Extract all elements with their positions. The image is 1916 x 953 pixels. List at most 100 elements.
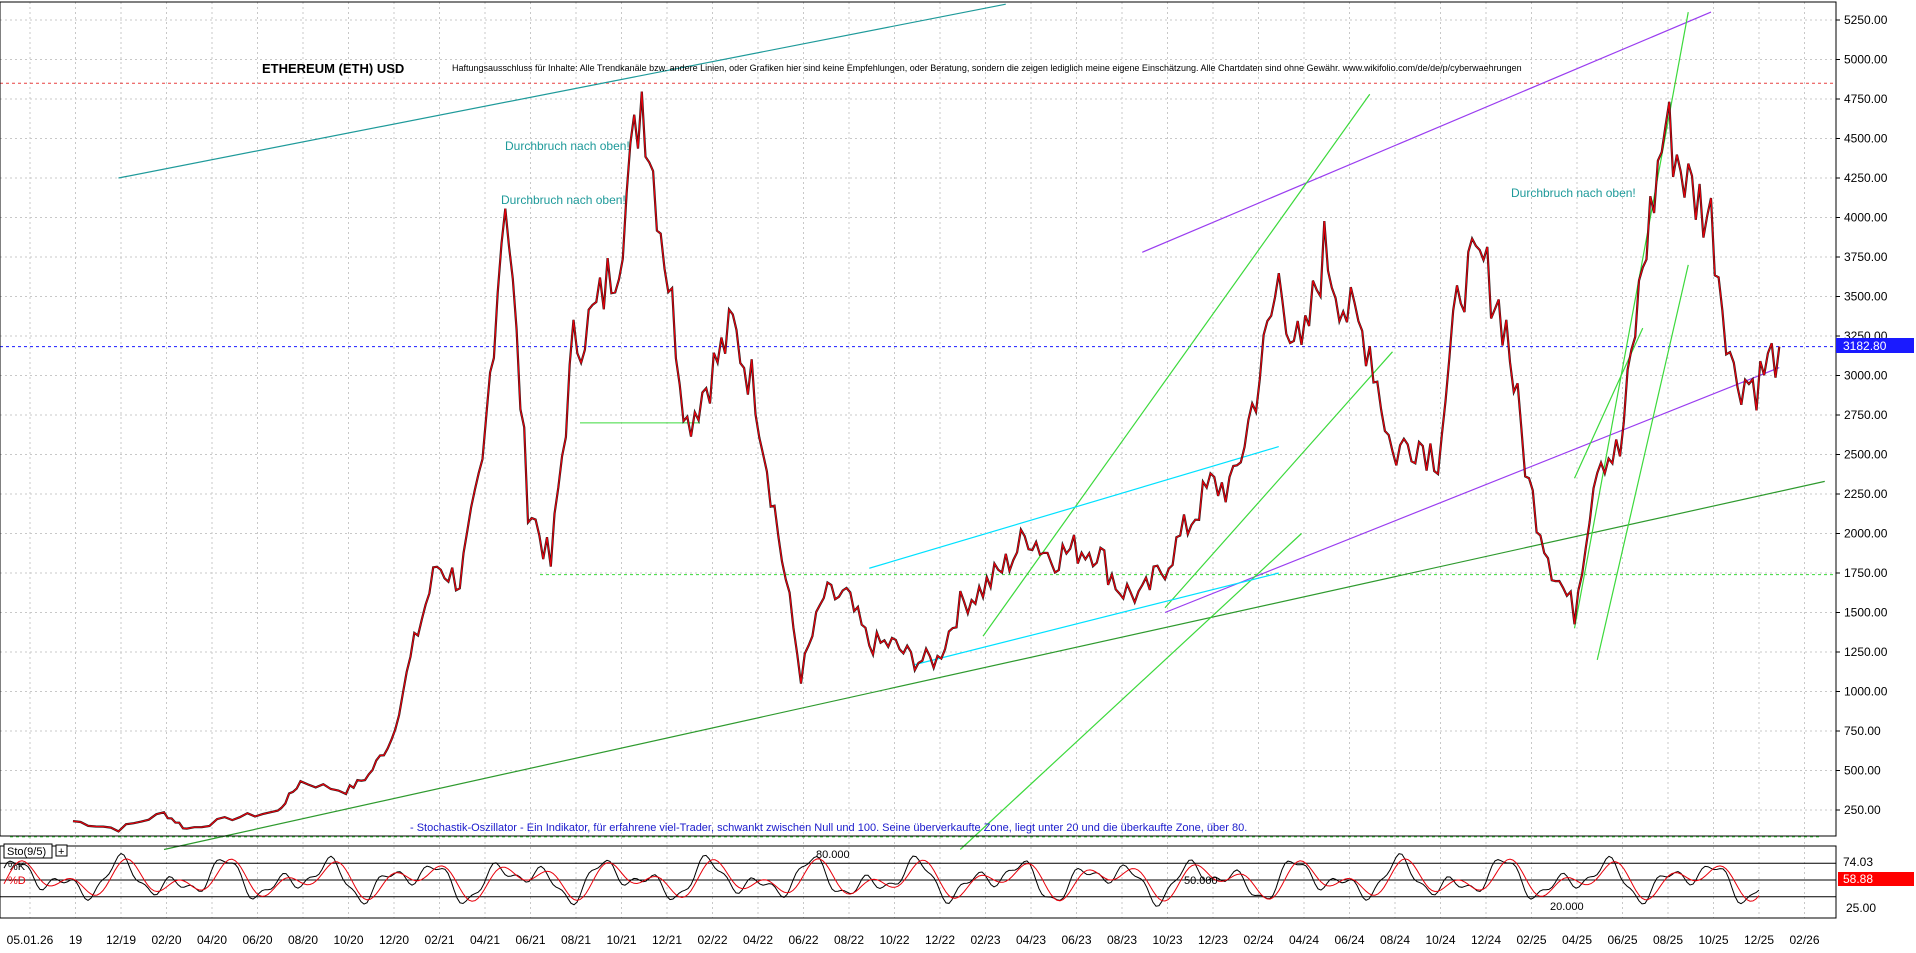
price-tick-label: 2750.00 bbox=[1844, 408, 1888, 422]
time-tick-label: 02/21 bbox=[424, 933, 454, 947]
stochastic-k-value: 74.03 bbox=[1843, 855, 1873, 869]
trendline bbox=[1596, 264, 1689, 661]
time-tick-label: 06/23 bbox=[1061, 933, 1091, 947]
trendline bbox=[1164, 367, 1780, 614]
time-tick-label: 10/24 bbox=[1425, 933, 1455, 947]
chart-title: ETHEREUM (ETH) USD bbox=[262, 61, 404, 76]
time-tick-label: 02/20 bbox=[151, 933, 181, 947]
trendline bbox=[1164, 351, 1393, 609]
time-tick-label: 10/21 bbox=[606, 933, 636, 947]
time-tick-label: 10/22 bbox=[879, 933, 909, 947]
price-tick-label: 3500.00 bbox=[1844, 290, 1888, 304]
time-tick-label: 02/26 bbox=[1789, 933, 1819, 947]
time-tick-label: 04/23 bbox=[1016, 933, 1046, 947]
stochastic-panel-frame bbox=[0, 845, 1837, 919]
price-tick-label: 500.00 bbox=[1844, 764, 1881, 778]
time-tick-label: 04/21 bbox=[470, 933, 500, 947]
trendline bbox=[118, 3, 1006, 179]
chart-disclaimer: Haftungsausschluss für Inhalte: Alle Tre… bbox=[452, 63, 1522, 73]
time-tick-label: 04/20 bbox=[197, 933, 227, 947]
stochastic-expand-button[interactable] bbox=[55, 844, 68, 857]
price-tick-label: 4250.00 bbox=[1844, 171, 1888, 185]
time-tick-label: 02/24 bbox=[1243, 933, 1273, 947]
price-tick-label: 4750.00 bbox=[1844, 92, 1888, 106]
price-tick-label: 3000.00 bbox=[1844, 369, 1888, 383]
time-tick-label: 02/25 bbox=[1516, 933, 1546, 947]
trendline bbox=[1142, 11, 1712, 253]
time-tick-label: 06/20 bbox=[242, 933, 272, 947]
stochastic-level-20: 20.000 bbox=[1550, 901, 1584, 913]
time-tick-label: 08/22 bbox=[834, 933, 864, 947]
stochastic-d-line bbox=[3, 858, 1760, 902]
time-tick-label: 08/25 bbox=[1653, 933, 1683, 947]
price-tick-label: 5250.00 bbox=[1844, 13, 1888, 27]
time-tick-label: 08/20 bbox=[288, 933, 318, 947]
trendline bbox=[959, 533, 1302, 850]
stochastic-panel bbox=[0, 852, 1836, 907]
time-tick-label: 12/23 bbox=[1198, 933, 1228, 947]
price-tick-label: 750.00 bbox=[1844, 724, 1881, 738]
time-tick-label: 10/25 bbox=[1698, 933, 1728, 947]
price-tick-label: 1250.00 bbox=[1844, 645, 1888, 659]
trendline bbox=[982, 93, 1371, 637]
trendline bbox=[163, 480, 1825, 851]
time-tick-label: 06/24 bbox=[1334, 933, 1364, 947]
price-tick-label: 1000.00 bbox=[1844, 685, 1888, 699]
annotation-breakout-3: Durchbruch nach oben! bbox=[1511, 186, 1636, 200]
time-tick-label: 12/24 bbox=[1471, 933, 1501, 947]
time-tick-label: 19 bbox=[69, 933, 83, 947]
time-tick-label: 04/25 bbox=[1562, 933, 1592, 947]
time-tick-label: 10/20 bbox=[333, 933, 363, 947]
plus-icon: + bbox=[58, 846, 64, 858]
time-tick-label: 04/24 bbox=[1289, 933, 1319, 947]
time-tick-label: 12/25 bbox=[1744, 933, 1774, 947]
grid bbox=[0, 2, 1836, 918]
stochastic-name: Sto(9/5) bbox=[7, 846, 46, 858]
stochastic-d-value: 58.88 bbox=[1843, 872, 1873, 886]
price-tick-label: 4500.00 bbox=[1844, 132, 1888, 146]
price-tick-label: 250.00 bbox=[1844, 803, 1881, 817]
stochastic-d-box bbox=[1838, 872, 1914, 886]
price-series bbox=[72, 91, 1781, 833]
time-tick-label: 06/22 bbox=[788, 933, 818, 947]
price-line bbox=[72, 91, 1780, 833]
annotation-breakout-2: Durchbruch nach oben! bbox=[501, 193, 626, 207]
time-tick-label: 12/22 bbox=[925, 933, 955, 947]
stochastic-k-line bbox=[3, 852, 1760, 907]
trendline bbox=[869, 446, 1279, 569]
stochastic-d-label: %D bbox=[8, 875, 26, 887]
time-tick-label: 12/20 bbox=[379, 933, 409, 947]
time-tick-label: 05.01.26 bbox=[7, 933, 54, 947]
level-lines bbox=[0, 82, 1836, 838]
time-tick-label: 04/22 bbox=[743, 933, 773, 947]
time-tick-label: 06/25 bbox=[1607, 933, 1637, 947]
stochastic-k-label: %K bbox=[8, 861, 26, 873]
stochastic-note: - Stochastik-Oszillator - Ein Indikator,… bbox=[410, 822, 1247, 834]
trendlines bbox=[118, 3, 1825, 851]
stochastic-level-50: 50.000 bbox=[1184, 875, 1218, 887]
price-panel-frame bbox=[0, 1, 1837, 837]
time-tick-label: 02/22 bbox=[697, 933, 727, 947]
price-tick-label: 3750.00 bbox=[1844, 250, 1888, 264]
stochastic-level-80: 80.000 bbox=[816, 849, 850, 861]
time-tick-label: 08/21 bbox=[561, 933, 591, 947]
price-tick-label: 4000.00 bbox=[1844, 211, 1888, 225]
time-tick-label: 12/21 bbox=[652, 933, 682, 947]
time-tick-label: 02/23 bbox=[970, 933, 1000, 947]
time-tick-label: 12/19 bbox=[106, 933, 136, 947]
time-tick-label: 10/23 bbox=[1152, 933, 1182, 947]
current-price-box bbox=[1836, 338, 1914, 353]
price-tick-label: 2250.00 bbox=[1844, 487, 1888, 501]
time-tick-label: 08/24 bbox=[1380, 933, 1410, 947]
price-tick-label: 2500.00 bbox=[1844, 448, 1888, 462]
axes: 5250.00 5000.00 4750.00 4500.00 4250.00 4000.… bbox=[0, 1, 1888, 947]
time-tick-label: 06/21 bbox=[515, 933, 545, 947]
stochastic-name-box bbox=[3, 843, 53, 859]
price-tick-label: 1750.00 bbox=[1844, 566, 1888, 580]
price-tick-label: 5000.00 bbox=[1844, 53, 1888, 67]
time-tick-label: 08/23 bbox=[1107, 933, 1137, 947]
annotation-breakout-1: Durchbruch nach oben! bbox=[505, 139, 630, 153]
